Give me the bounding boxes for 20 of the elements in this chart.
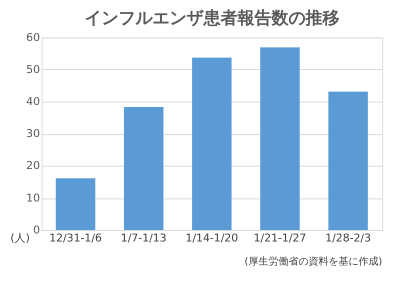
x-tick-label: 1/14-1/20 bbox=[185, 231, 238, 244]
x-tick-label: 1/7-1/13 bbox=[120, 231, 167, 244]
x-tick-label: 1/28-2/3 bbox=[325, 231, 372, 244]
y-tick-label: 50 bbox=[26, 62, 40, 76]
y-tick-label: 60 bbox=[26, 30, 40, 44]
y-tick-label: 30 bbox=[26, 127, 40, 140]
y-tick-label: 10 bbox=[26, 191, 40, 204]
x-tick-label: 1/21-1/27 bbox=[254, 231, 306, 244]
bar bbox=[260, 47, 300, 230]
bar bbox=[328, 92, 368, 230]
y-axis-title: (人) bbox=[10, 231, 30, 244]
text: (厚生労働省の資料を基に作成) bbox=[244, 256, 382, 268]
y-tick-label: 40 bbox=[26, 95, 40, 108]
bar bbox=[192, 58, 232, 230]
chart-title: インフルエンザ患者報告数の推移 bbox=[84, 8, 340, 28]
y-tick-label: 0 bbox=[33, 223, 40, 236]
bar bbox=[124, 107, 164, 230]
y-tick-label: 20 bbox=[26, 159, 40, 172]
bar bbox=[56, 178, 96, 230]
x-tick-label: 12/31-1/6 bbox=[49, 231, 102, 244]
